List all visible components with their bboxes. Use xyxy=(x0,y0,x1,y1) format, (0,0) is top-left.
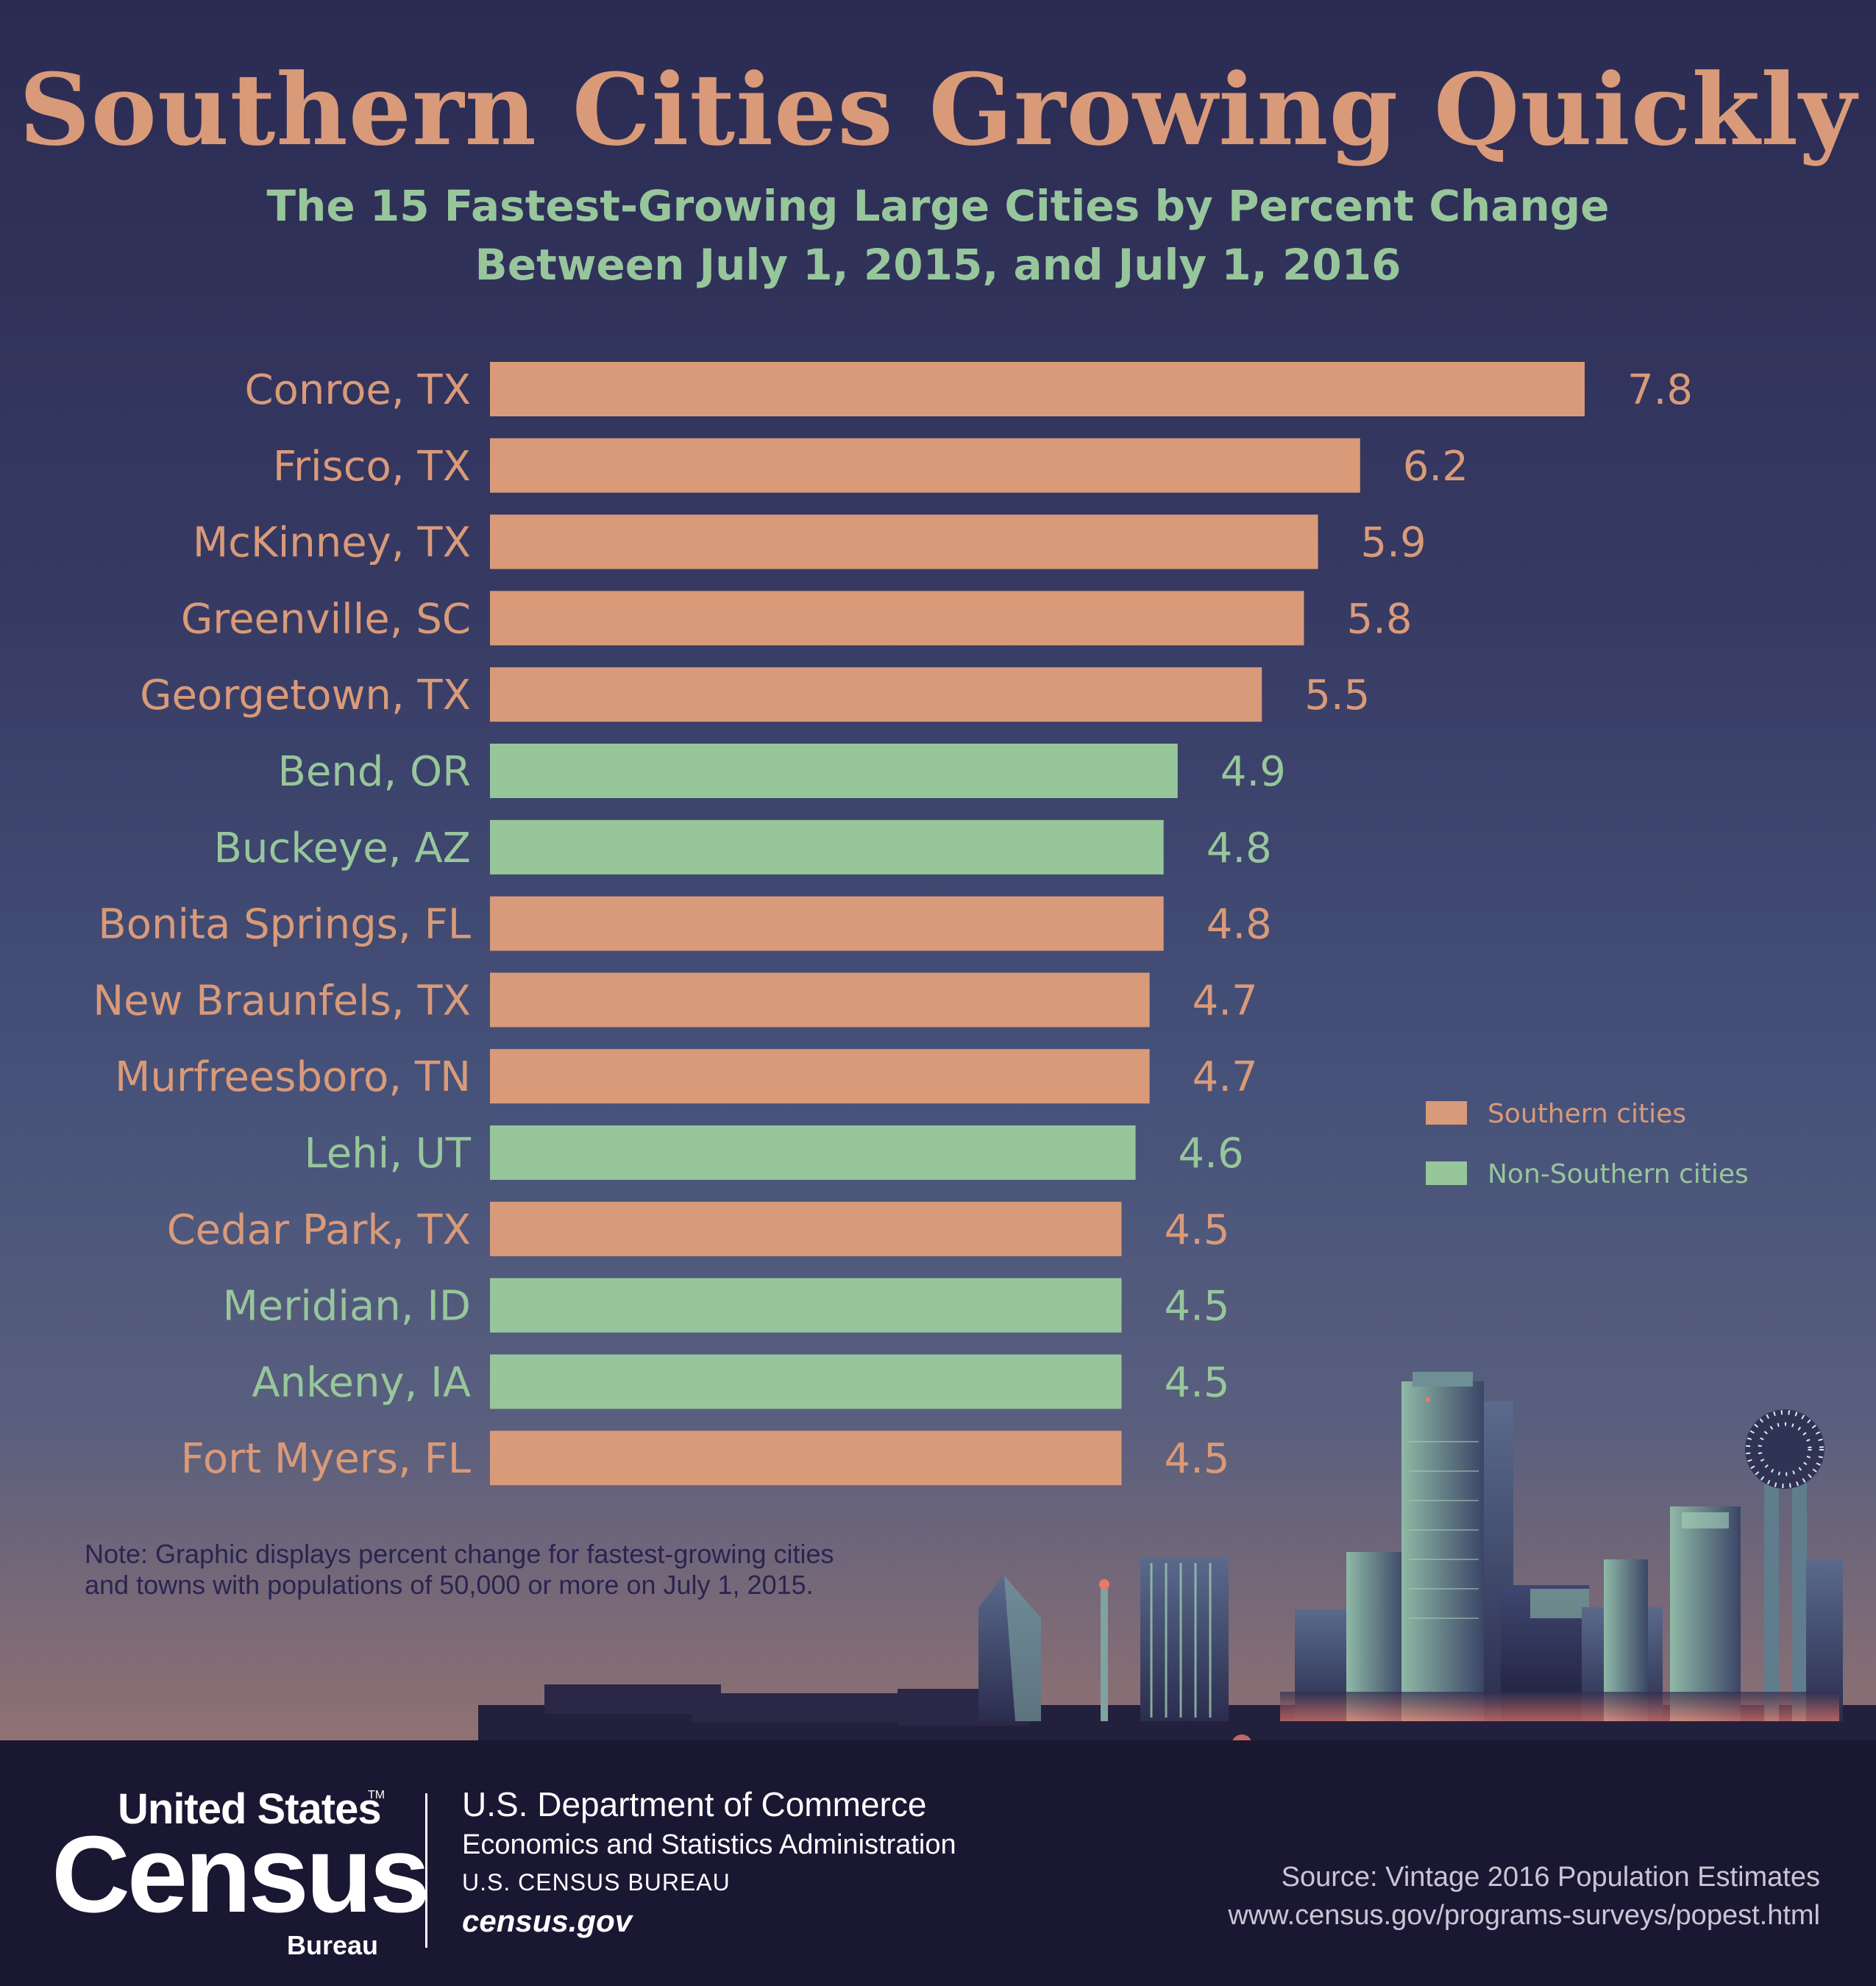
bar-chart: Conroe, TX 7.8 Frisco, TX 6.2 McKinney, TX 5.… xyxy=(93,362,1749,1486)
legend-label-non-southern: Non-Southern cities xyxy=(1488,1159,1749,1189)
value-label-georgetown-tx: 5.5 xyxy=(1304,672,1370,719)
chart-title: Southern Cities Growing Quickly xyxy=(18,51,1858,168)
footer-divider xyxy=(425,1793,427,1948)
bar-murfreesboro-tn xyxy=(490,1049,1150,1104)
logo-census: Census xyxy=(51,1814,430,1935)
value-label-greenville-sc: 5.8 xyxy=(1346,595,1412,643)
census-bureau-logo: United States TM Census Bureau xyxy=(51,1784,430,1960)
value-label-cedar-park-tx: 4.5 xyxy=(1164,1206,1229,1254)
bar-cedar-park-tx xyxy=(490,1201,1122,1256)
value-label-murfreesboro-tn: 4.7 xyxy=(1193,1053,1258,1101)
value-label-frisco-tx: 6.2 xyxy=(1403,443,1468,491)
value-label-bend-or: 4.9 xyxy=(1221,748,1286,796)
category-label-bend-or: Bend, OR xyxy=(278,748,472,796)
category-label-georgetown-tx: Georgetown, TX xyxy=(140,672,471,719)
dept-esa: Economics and Statistics Administration xyxy=(462,1829,956,1860)
footer: United States TM Census Bureau U.S. Depa… xyxy=(0,1740,1876,1986)
chart-note: Note: Graphic displays percent change fo… xyxy=(85,1539,1041,1601)
legend-swatch-non-southern xyxy=(1426,1161,1467,1185)
chart-subtitle-line-1: The 15 Fastest-Growing Large Cities by P… xyxy=(266,181,1610,231)
bar-georgetown-tx xyxy=(490,667,1262,722)
bar-fort-myers-fl xyxy=(490,1431,1122,1486)
bar-buckeye-az xyxy=(490,819,1164,875)
source-url-link[interactable]: www.census.gov/programs-surveys/popest.h… xyxy=(1228,1900,1820,1931)
value-label-bonita-springs-fl: 4.8 xyxy=(1207,901,1272,949)
value-label-fort-myers-fl: 4.5 xyxy=(1164,1435,1229,1483)
category-label-murfreesboro-tn: Murfreesboro, TN xyxy=(115,1053,471,1101)
value-label-new-braunfels-tx: 4.7 xyxy=(1193,977,1258,1025)
legend-label-southern: Southern cities xyxy=(1488,1099,1686,1129)
legend-swatch-southern xyxy=(1426,1101,1467,1125)
category-label-meridian-id: Meridian, ID xyxy=(222,1283,471,1331)
department-info: U.S. Department of Commerce Economics an… xyxy=(462,1783,956,1942)
category-label-mckinney-tx: McKinney, TX xyxy=(193,519,471,567)
logo-trademark: TM xyxy=(368,1789,385,1801)
category-label-frisco-tx: Frisco, TX xyxy=(273,443,471,491)
category-label-cedar-park-tx: Cedar Park, TX xyxy=(167,1206,471,1254)
dept-census-bureau: U.S. CENSUS BUREAU xyxy=(462,1869,731,1896)
bar-frisco-tx xyxy=(490,438,1360,493)
bar-greenville-sc xyxy=(490,591,1304,646)
bar-meridian-id xyxy=(490,1278,1122,1333)
value-label-meridian-id: 4.5 xyxy=(1164,1283,1229,1331)
source-citation: Source: Vintage 2016 Population Estimate… xyxy=(1228,1858,1820,1935)
category-label-ankeny-ia: Ankeny, IA xyxy=(252,1359,471,1406)
bar-bend-or xyxy=(490,744,1178,798)
chart-subtitle-line-2: Between July 1, 2015, and July 1, 2016 xyxy=(475,240,1401,290)
logo-united-states: United States xyxy=(118,1785,382,1833)
bar-mckinney-tx xyxy=(490,514,1318,569)
value-label-conroe-tx: 7.8 xyxy=(1627,366,1693,414)
category-label-buckeye-az: Buckeye, AZ xyxy=(214,825,471,872)
census-gov-link[interactable]: census.gov xyxy=(462,1904,633,1938)
bar-new-braunfels-tx xyxy=(490,972,1150,1028)
chart-legend: Southern cities Non-Southern cities xyxy=(1426,1099,1749,1189)
note-line-2: and towns with populations of 50,000 or … xyxy=(85,1570,814,1600)
category-label-fort-myers-fl: Fort Myers, FL xyxy=(181,1435,471,1483)
category-label-conroe-tx: Conroe, TX xyxy=(244,366,471,414)
bars: Conroe, TX 7.8 Frisco, TX 6.2 McKinney, TX 5.… xyxy=(93,362,1693,1486)
source-line: Source: Vintage 2016 Population Estimate… xyxy=(1281,1862,1820,1893)
category-label-lehi-ut: Lehi, UT xyxy=(304,1130,471,1178)
value-label-mckinney-tx: 5.9 xyxy=(1361,519,1426,567)
value-label-ankeny-ia: 4.5 xyxy=(1164,1359,1229,1406)
logo-bureau: Bureau xyxy=(287,1930,379,1960)
bar-ankeny-ia xyxy=(490,1354,1122,1409)
note-line-1: Note: Graphic displays percent change fo… xyxy=(85,1539,834,1569)
dept-commerce: U.S. Department of Commerce xyxy=(462,1785,927,1823)
value-label-lehi-ut: 4.6 xyxy=(1179,1130,1244,1178)
bar-bonita-springs-fl xyxy=(490,896,1164,951)
category-label-greenville-sc: Greenville, SC xyxy=(181,595,471,643)
bar-conroe-tx xyxy=(490,362,1585,416)
bar-lehi-ut xyxy=(490,1125,1136,1180)
category-label-bonita-springs-fl: Bonita Springs, FL xyxy=(98,901,471,949)
value-label-buckeye-az: 4.8 xyxy=(1207,825,1272,872)
category-label-new-braunfels-tx: New Braunfels, TX xyxy=(93,977,471,1025)
